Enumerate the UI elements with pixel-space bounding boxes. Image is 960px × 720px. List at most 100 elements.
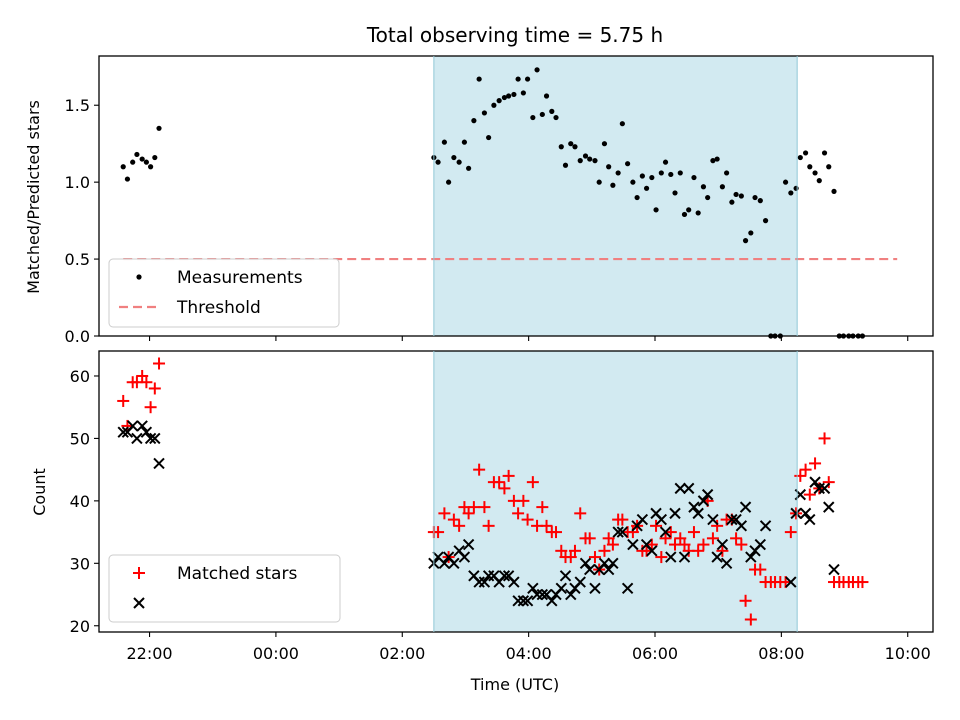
measurement-point	[441, 139, 447, 145]
measurement-point	[435, 159, 441, 165]
measurement-point	[812, 170, 818, 176]
measurement-point	[634, 194, 640, 201]
chart-title: Total observing time = 5.75 h	[366, 23, 663, 47]
matched-star-point	[517, 494, 530, 507]
matched-star-point	[803, 488, 816, 501]
predicted-star-point	[616, 526, 629, 538]
measurement-point	[762, 218, 769, 224]
matched-star-point	[602, 532, 615, 545]
measurement-point	[520, 90, 526, 96]
measurement-point	[539, 111, 545, 118]
measurement-point	[471, 118, 477, 124]
predicted-star-point	[598, 557, 611, 570]
y-tick-label: 1.0	[65, 173, 90, 192]
y-tick-label: 20	[70, 617, 90, 636]
measurement-point	[757, 198, 763, 204]
measurement-point	[639, 173, 645, 179]
top-legend: Measurements Threshold	[108, 258, 340, 328]
measurement-point	[831, 188, 837, 194]
predicted-star-point	[126, 420, 139, 432]
predicted-star-point	[602, 563, 615, 576]
predicted-star-point	[735, 520, 748, 532]
matched-star-point	[692, 544, 705, 557]
predicted-star-point	[612, 526, 624, 538]
predicted-star-point	[584, 563, 596, 576]
predicted-star-point	[688, 501, 700, 513]
measurement-point	[456, 159, 462, 165]
measurement-point	[582, 153, 589, 159]
bottom-shaded-interval	[433, 351, 798, 632]
predicted-stars-legend-marker	[133, 597, 145, 609]
measurement-point	[534, 67, 540, 73]
matched-star-point	[674, 532, 687, 545]
predicted-star-point	[697, 495, 710, 507]
predicted-star-point	[607, 557, 619, 570]
y-tick-label: 30	[70, 554, 90, 573]
y-tick-label: 50	[70, 429, 90, 448]
top-panel: 0.0 0.5 1.0 1.5 Matched/Predicted stars Mea…	[24, 55, 934, 346]
matched-star-point	[606, 538, 619, 551]
matched-star-point	[784, 526, 797, 539]
measurement-point	[543, 93, 550, 99]
matched-star-point	[856, 576, 869, 589]
predicted-star-point	[711, 551, 723, 563]
matched-star-point	[482, 519, 495, 532]
matched-star-point	[555, 544, 568, 557]
measurement-point	[506, 93, 512, 99]
matched-star-point	[730, 532, 743, 545]
predicted-star-point	[707, 513, 719, 526]
predicted-star-point	[117, 426, 129, 438]
predicted-star-point	[136, 420, 148, 432]
measurement-point	[530, 114, 536, 121]
y-tick-label: 1.5	[65, 96, 90, 115]
predicted-star-point	[579, 557, 592, 570]
matched-star-point	[478, 501, 491, 514]
predicted-star-point	[716, 538, 729, 551]
matched-star-point	[687, 526, 700, 539]
predicted-star-point	[745, 551, 757, 563]
measurement-point	[738, 193, 744, 199]
matched-star-point	[462, 507, 475, 520]
measurement-point	[788, 190, 794, 196]
bottom-axes-frame	[98, 350, 934, 633]
bottom-x-ticks: 22:00 00:00 02:00 04:00 06:00 08:00 10:00	[126, 632, 931, 663]
predicted-star-point	[636, 513, 649, 526]
measurement-point	[705, 194, 711, 201]
matched-star-point	[117, 394, 130, 407]
predicted-star-point	[678, 551, 691, 563]
matched-star-point	[650, 519, 663, 532]
measurement-point	[691, 174, 697, 181]
predicted-star-point	[536, 588, 549, 601]
matched-star-point	[493, 476, 506, 489]
predicted-star-point	[804, 513, 816, 526]
matched-star-point	[659, 532, 672, 545]
measurement-point	[710, 158, 716, 164]
measurement-point	[562, 162, 569, 168]
x-tick-label: 06:00	[632, 644, 678, 663]
predicted-star-point	[559, 570, 572, 582]
predicted-star-point	[669, 507, 681, 520]
matched-star-point	[716, 544, 729, 557]
matched-star-point	[564, 551, 577, 564]
predicted-star-point	[785, 576, 797, 588]
measurement-point	[793, 185, 799, 191]
measurement-point	[572, 144, 578, 150]
matched-star-point	[467, 501, 480, 514]
measurement-point	[481, 110, 488, 116]
measurement-point	[807, 164, 813, 170]
predicted-star-point	[809, 476, 821, 488]
measurement-point	[147, 164, 154, 170]
measurement-point	[143, 159, 149, 165]
y-tick-label: 60	[70, 367, 90, 386]
predicted-star-point	[438, 557, 451, 570]
measurement-point	[606, 164, 612, 170]
measurement-point	[152, 154, 158, 161]
matched-star-point	[794, 469, 807, 482]
predicted-star-point	[665, 551, 677, 563]
measurements-legend-label: Measurements	[177, 268, 303, 288]
matched-star-point	[148, 382, 161, 395]
matched-star-point	[754, 563, 767, 576]
measurement-point	[549, 108, 555, 114]
matched-star-point	[550, 526, 563, 539]
